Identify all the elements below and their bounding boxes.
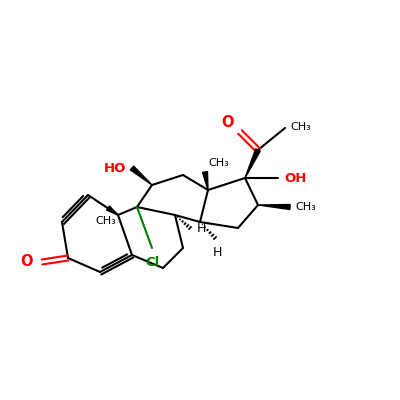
Polygon shape xyxy=(106,206,118,215)
Text: HO: HO xyxy=(104,162,126,174)
Polygon shape xyxy=(258,204,290,210)
Text: H: H xyxy=(212,246,222,259)
Polygon shape xyxy=(202,172,208,190)
Text: Cl: Cl xyxy=(145,256,159,269)
Text: CH₃: CH₃ xyxy=(290,122,311,132)
Polygon shape xyxy=(130,166,152,185)
Text: CH₃: CH₃ xyxy=(295,202,316,212)
Text: CH₃: CH₃ xyxy=(96,216,116,226)
Text: O: O xyxy=(222,115,234,130)
Text: H: H xyxy=(197,222,206,234)
Text: CH₃: CH₃ xyxy=(208,158,229,168)
Text: OH: OH xyxy=(284,172,306,184)
Text: O: O xyxy=(20,254,33,270)
Polygon shape xyxy=(245,149,260,178)
